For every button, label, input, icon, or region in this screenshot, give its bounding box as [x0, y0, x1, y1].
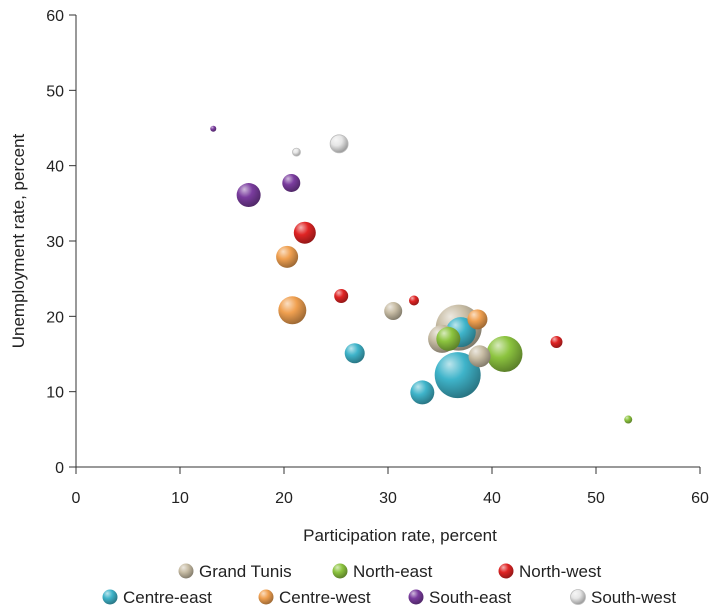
y-tick-label: 10: [46, 385, 64, 402]
y-tick-label: 20: [46, 309, 64, 326]
legend-marker: [102, 589, 118, 605]
y-ticks: 0 10 20 30 40 50 60: [46, 8, 76, 477]
x-tick-label: 60: [691, 490, 709, 507]
bubble-north-east: [486, 336, 523, 372]
bubbles: [210, 125, 633, 424]
y-tick-label: 0: [55, 460, 64, 477]
legend-label: North-west: [519, 562, 601, 581]
x-tick-label: 20: [275, 490, 293, 507]
x-tick-label: 40: [483, 490, 501, 507]
y-tick-label: 50: [46, 83, 64, 100]
legend-marker: [178, 563, 194, 579]
legend-label: South-east: [429, 588, 511, 607]
x-tick-label: 50: [587, 490, 605, 507]
legend-label: Centre-west: [279, 588, 371, 607]
x-tick-label: 0: [72, 490, 81, 507]
bubble-grand-tunis: [468, 345, 491, 368]
x-axis-title: Participation rate, percent: [303, 526, 497, 545]
bubble-centre-east: [410, 380, 435, 405]
bubble-south-west: [292, 147, 301, 157]
legend-marker: [498, 563, 514, 579]
legend-label: North-east: [353, 562, 433, 581]
bubble-centre-west: [276, 245, 299, 268]
bubble-north-east: [436, 326, 461, 351]
bubble-south-east: [282, 173, 301, 192]
legend-marker: [332, 563, 348, 579]
bubble-south-east: [236, 183, 261, 208]
legend: Grand Tunis North-east North-west Centre-ea…: [102, 562, 676, 607]
bubble-south-west: [329, 134, 349, 154]
y-axis-title: Unemployment rate, percent: [9, 133, 28, 348]
bubble-centre-east: [344, 343, 365, 364]
bubble-south-east: [210, 125, 217, 132]
legend-marker: [258, 589, 274, 605]
bubble-north-west: [293, 221, 316, 244]
axes: [75, 15, 700, 468]
y-tick-label: 30: [46, 234, 64, 251]
bubble-centre-east: [434, 352, 481, 399]
bubble-centre-west: [278, 296, 307, 325]
bubble-north-west: [550, 335, 563, 348]
x-tick-label: 30: [379, 490, 397, 507]
bubble-centre-west: [467, 309, 488, 330]
legend-marker: [408, 589, 424, 605]
bubble-north-east: [624, 415, 633, 424]
y-tick-label: 40: [46, 159, 64, 176]
bubble-grand-tunis: [384, 302, 403, 321]
legend-label: South-west: [591, 588, 676, 607]
bubble-north-west: [409, 295, 419, 306]
y-tick-label: 60: [46, 8, 64, 25]
legend-label: Centre-east: [123, 588, 212, 607]
x-tick-label: 10: [171, 490, 189, 507]
legend-label: Grand Tunis: [199, 562, 292, 581]
legend-marker: [570, 589, 586, 605]
x-ticks: 0 10 20 30 40 50 60: [72, 467, 709, 507]
bubble-north-west: [334, 288, 349, 303]
